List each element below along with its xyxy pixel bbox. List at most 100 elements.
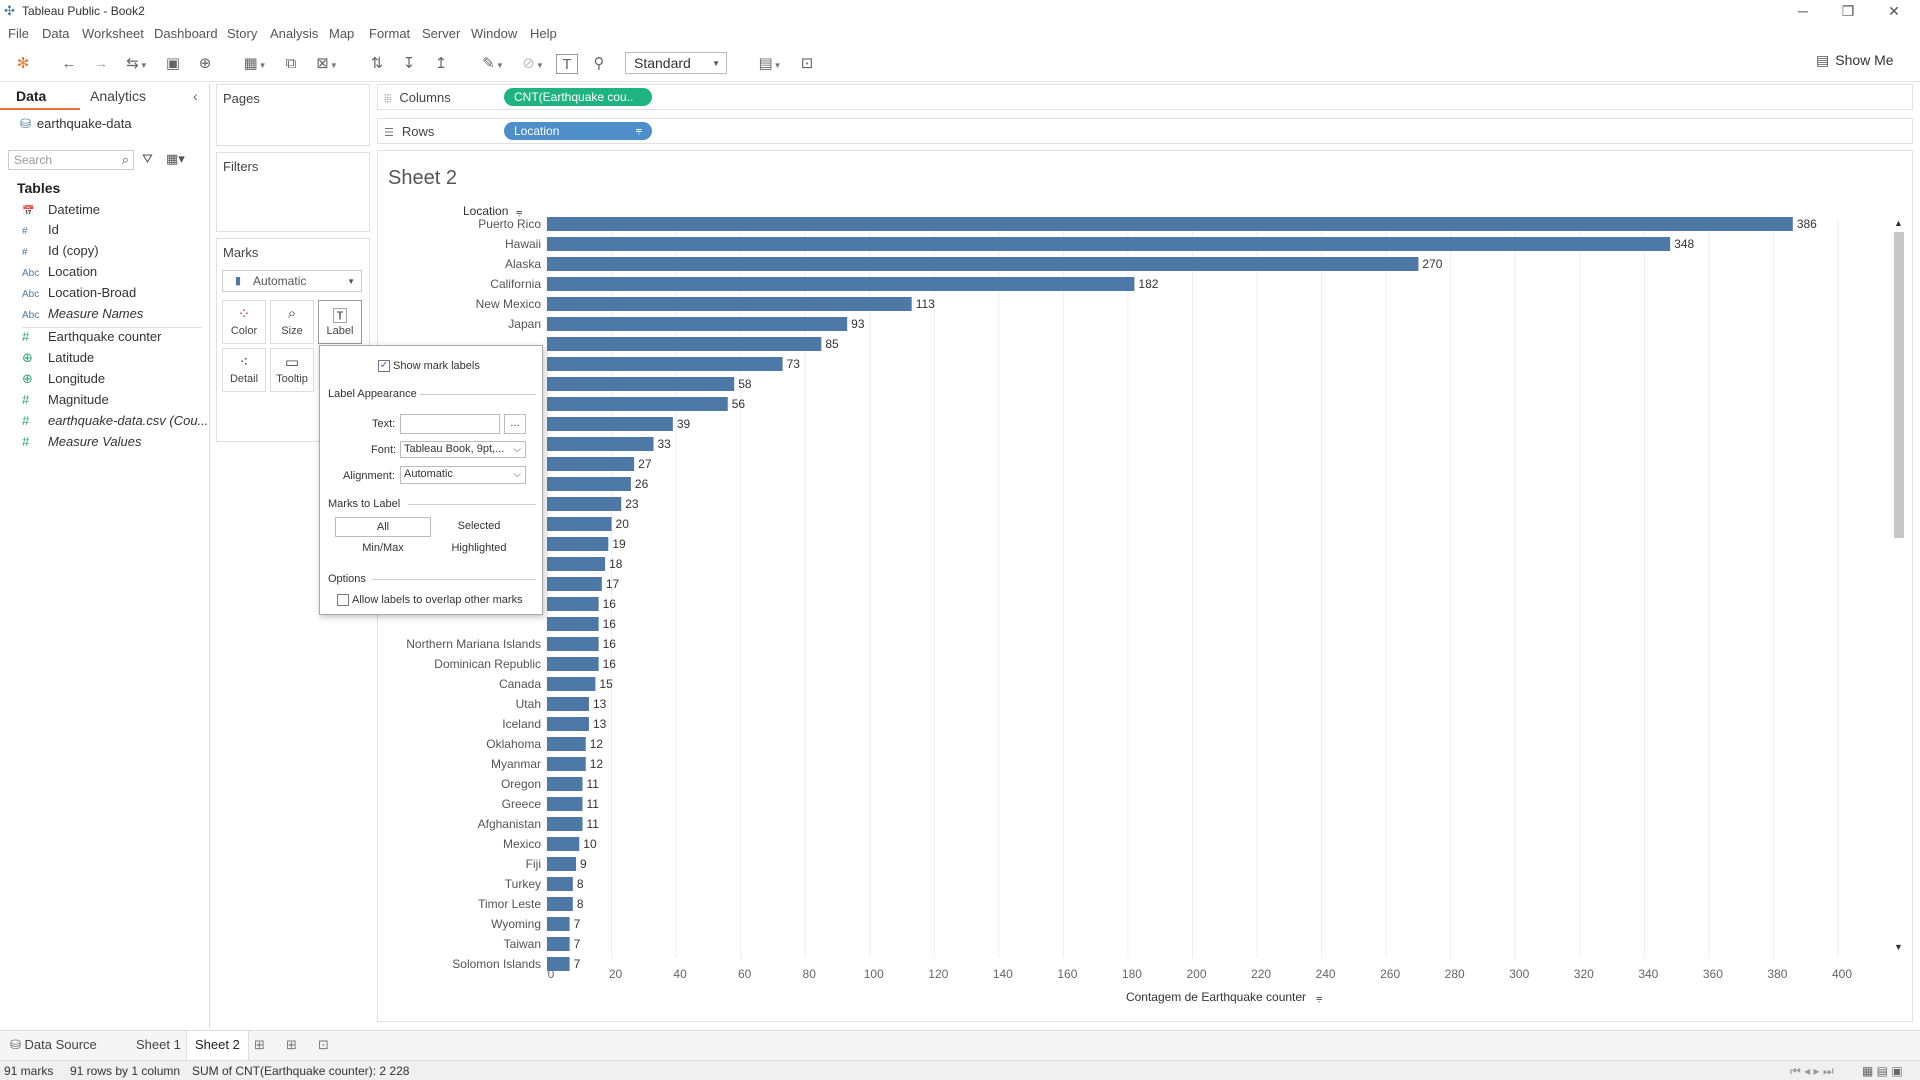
pages-card[interactable]: Pages	[216, 84, 370, 146]
abc-type-icon: Abc	[22, 268, 40, 279]
mark-type-value: Automatic	[253, 274, 307, 288]
clear-sheet-icon[interactable]: ⊠▼	[316, 55, 338, 72]
grid-view-icon[interactable]: ▦ ▤ ▣	[1862, 1064, 1903, 1078]
menu-map[interactable]: Map	[329, 26, 355, 41]
field-item[interactable]: ⊕ Longitude	[22, 371, 105, 387]
calendar-icon: 📅	[22, 206, 35, 217]
detail-button[interactable]: ⁖ Detail	[222, 348, 266, 392]
datasource-item[interactable]: ⛁ earthquake-data	[20, 116, 132, 132]
marks-option-min-max[interactable]: Min/Max	[362, 542, 404, 554]
filters-card-title: Filters	[223, 159, 259, 174]
font-select-value: Tableau Book, 9pt,...	[404, 443, 505, 455]
text-input[interactable]	[400, 414, 500, 434]
new-datasource-icon[interactable]: ⊕	[198, 55, 212, 72]
sheet-nav-icon[interactable]: ⏮ ◂ ▸ ⏭	[1790, 1064, 1834, 1078]
tab-sheet-1[interactable]: Sheet 1	[136, 1037, 181, 1052]
menu-server[interactable]: Server	[422, 26, 461, 41]
field-item[interactable]: # Magnitude	[22, 392, 109, 407]
menu-story[interactable]: Story	[227, 26, 258, 41]
columns-shelf[interactable]: ⦙⦙⦙ Columns CNT(Earthquake cou..	[377, 84, 1913, 110]
sort-descending-icon[interactable]: ↥	[434, 55, 448, 72]
color-button[interactable]: ⁘ Color	[222, 300, 266, 344]
marks-option-all[interactable]: All	[335, 517, 431, 537]
tab-data-source[interactable]: ⛁ Data Source	[10, 1037, 97, 1053]
maximize-button[interactable]: ❐	[1841, 3, 1855, 19]
highlight-icon[interactable]: ✎▼	[482, 55, 504, 72]
menu-window[interactable]: Window	[471, 26, 518, 41]
menu-help[interactable]: Help	[530, 26, 557, 41]
show-cards-icon[interactable]: ⊡	[800, 55, 814, 72]
tableau-start-icon[interactable]: ✻	[16, 55, 30, 72]
redo-icon[interactable]: →	[93, 55, 109, 72]
scrollbar-thumb[interactable]	[1894, 232, 1904, 538]
new-worksheet-tab-icon[interactable]: ⊞	[254, 1037, 265, 1052]
minimize-button[interactable]: ─	[1798, 3, 1808, 19]
close-button[interactable]: ✕	[1888, 3, 1900, 19]
bar	[547, 637, 599, 651]
fit-select[interactable]: Standard ▼	[625, 52, 727, 74]
fix-axes-icon[interactable]: ⚲	[593, 55, 605, 72]
menu-data[interactable]: Data	[42, 26, 70, 41]
size-button[interactable]: ⌕ Size	[270, 300, 314, 344]
menu-dashboard[interactable]: Dashboard	[154, 26, 218, 41]
filters-card[interactable]: Filters	[216, 152, 370, 232]
field-item[interactable]: Abc Location-Broad	[22, 285, 136, 300]
field-item[interactable]: Abc Location	[22, 264, 97, 279]
tab-sheet-2[interactable]: Sheet 2	[186, 1031, 249, 1061]
columns-pill[interactable]: CNT(Earthquake cou..	[504, 88, 652, 106]
alignment-select[interactable]: Automatic ⌵	[400, 466, 526, 484]
show-me-button[interactable]: ▤ Show Me	[1816, 52, 1894, 69]
row-header-label: Location	[463, 204, 508, 218]
presentation-view-icon[interactable]: ▤▼	[758, 55, 782, 72]
font-select[interactable]: Tableau Book, 9pt,... ⌵	[400, 441, 526, 458]
new-worksheet-icon[interactable]: ▦▼	[243, 55, 267, 72]
swap-icon[interactable]: ⇅	[370, 55, 384, 72]
bar-value-label: 11	[587, 817, 600, 831]
save-icon[interactable]: ▣	[165, 55, 181, 72]
undo-icon[interactable]: ←	[61, 55, 77, 72]
menu-format[interactable]: Format	[369, 26, 411, 41]
scroll-up-icon[interactable]: ▲	[1894, 218, 1903, 228]
mark-type-select[interactable]: ▮ Automatic ▼	[222, 270, 362, 292]
tooltip-icon: ▭	[284, 354, 300, 371]
show-mark-labels-checkbox[interactable]: ✓ Show mark labels	[378, 360, 480, 373]
menu-worksheet[interactable]: Worksheet	[82, 26, 144, 41]
tooltip-label: Tooltip	[276, 373, 308, 385]
label-button[interactable]: 🅃 Label	[318, 300, 362, 344]
field-item[interactable]: ⊕ Latitude	[22, 350, 94, 366]
field-item[interactable]: # earthquake-data.csv (Cou...	[22, 413, 208, 428]
search-input[interactable]: Search ⌕	[8, 150, 134, 170]
field-item[interactable]: # Id (copy)	[22, 243, 99, 258]
marks-option-highlighted[interactable]: Highlighted	[451, 542, 507, 554]
category-label: Alaska	[505, 257, 541, 271]
filter-icon[interactable]: ⛛	[142, 151, 153, 166]
replay-icon[interactable]: ⇆▼	[126, 55, 148, 72]
rows-pill[interactable]: Location ⩦	[504, 122, 652, 140]
text-edit-button[interactable]: ...	[504, 414, 526, 434]
field-item[interactable]: 📅 Datetime	[22, 202, 100, 217]
tooltip-button[interactable]: ▭ Tooltip	[270, 348, 314, 392]
group-icon[interactable]: ⊘▼	[522, 55, 544, 72]
view-options-icon[interactable]: ▦▾	[166, 151, 185, 166]
field-item[interactable]: # Measure Values	[22, 434, 141, 449]
marks-option-selected[interactable]: Selected	[457, 520, 501, 532]
collapse-icon[interactable]: ‹	[193, 88, 198, 104]
new-dashboard-tab-icon[interactable]: ⊞	[286, 1037, 297, 1052]
allow-overlap-checkbox[interactable]: Allow labels to overlap other marks	[337, 594, 523, 607]
bar-value-label: 11	[587, 797, 600, 811]
show-labels-icon[interactable]: T	[556, 54, 578, 74]
field-item[interactable]: # Id	[22, 222, 59, 237]
vertical-scrollbar[interactable]: ▲ ▼	[1891, 218, 1907, 958]
menu-analysis[interactable]: Analysis	[270, 26, 319, 41]
duplicate-icon[interactable]: ⧉	[285, 55, 297, 72]
field-item[interactable]: Abc Measure Names	[22, 306, 143, 321]
new-story-tab-icon[interactable]: ⊡	[318, 1037, 329, 1052]
sort-ascending-icon[interactable]: ↧	[402, 55, 416, 72]
tab-analytics[interactable]: Analytics	[90, 88, 147, 104]
status-sum: SUM of CNT(Earthquake counter): 2 228	[192, 1064, 410, 1078]
menu-file[interactable]: File	[8, 26, 29, 41]
scroll-down-icon[interactable]: ▼	[1894, 942, 1903, 952]
field-item[interactable]: # Earthquake counter	[22, 329, 161, 344]
tab-data[interactable]: Data	[16, 88, 47, 104]
rows-shelf[interactable]: ☰ Rows Location ⩦	[377, 118, 1913, 144]
